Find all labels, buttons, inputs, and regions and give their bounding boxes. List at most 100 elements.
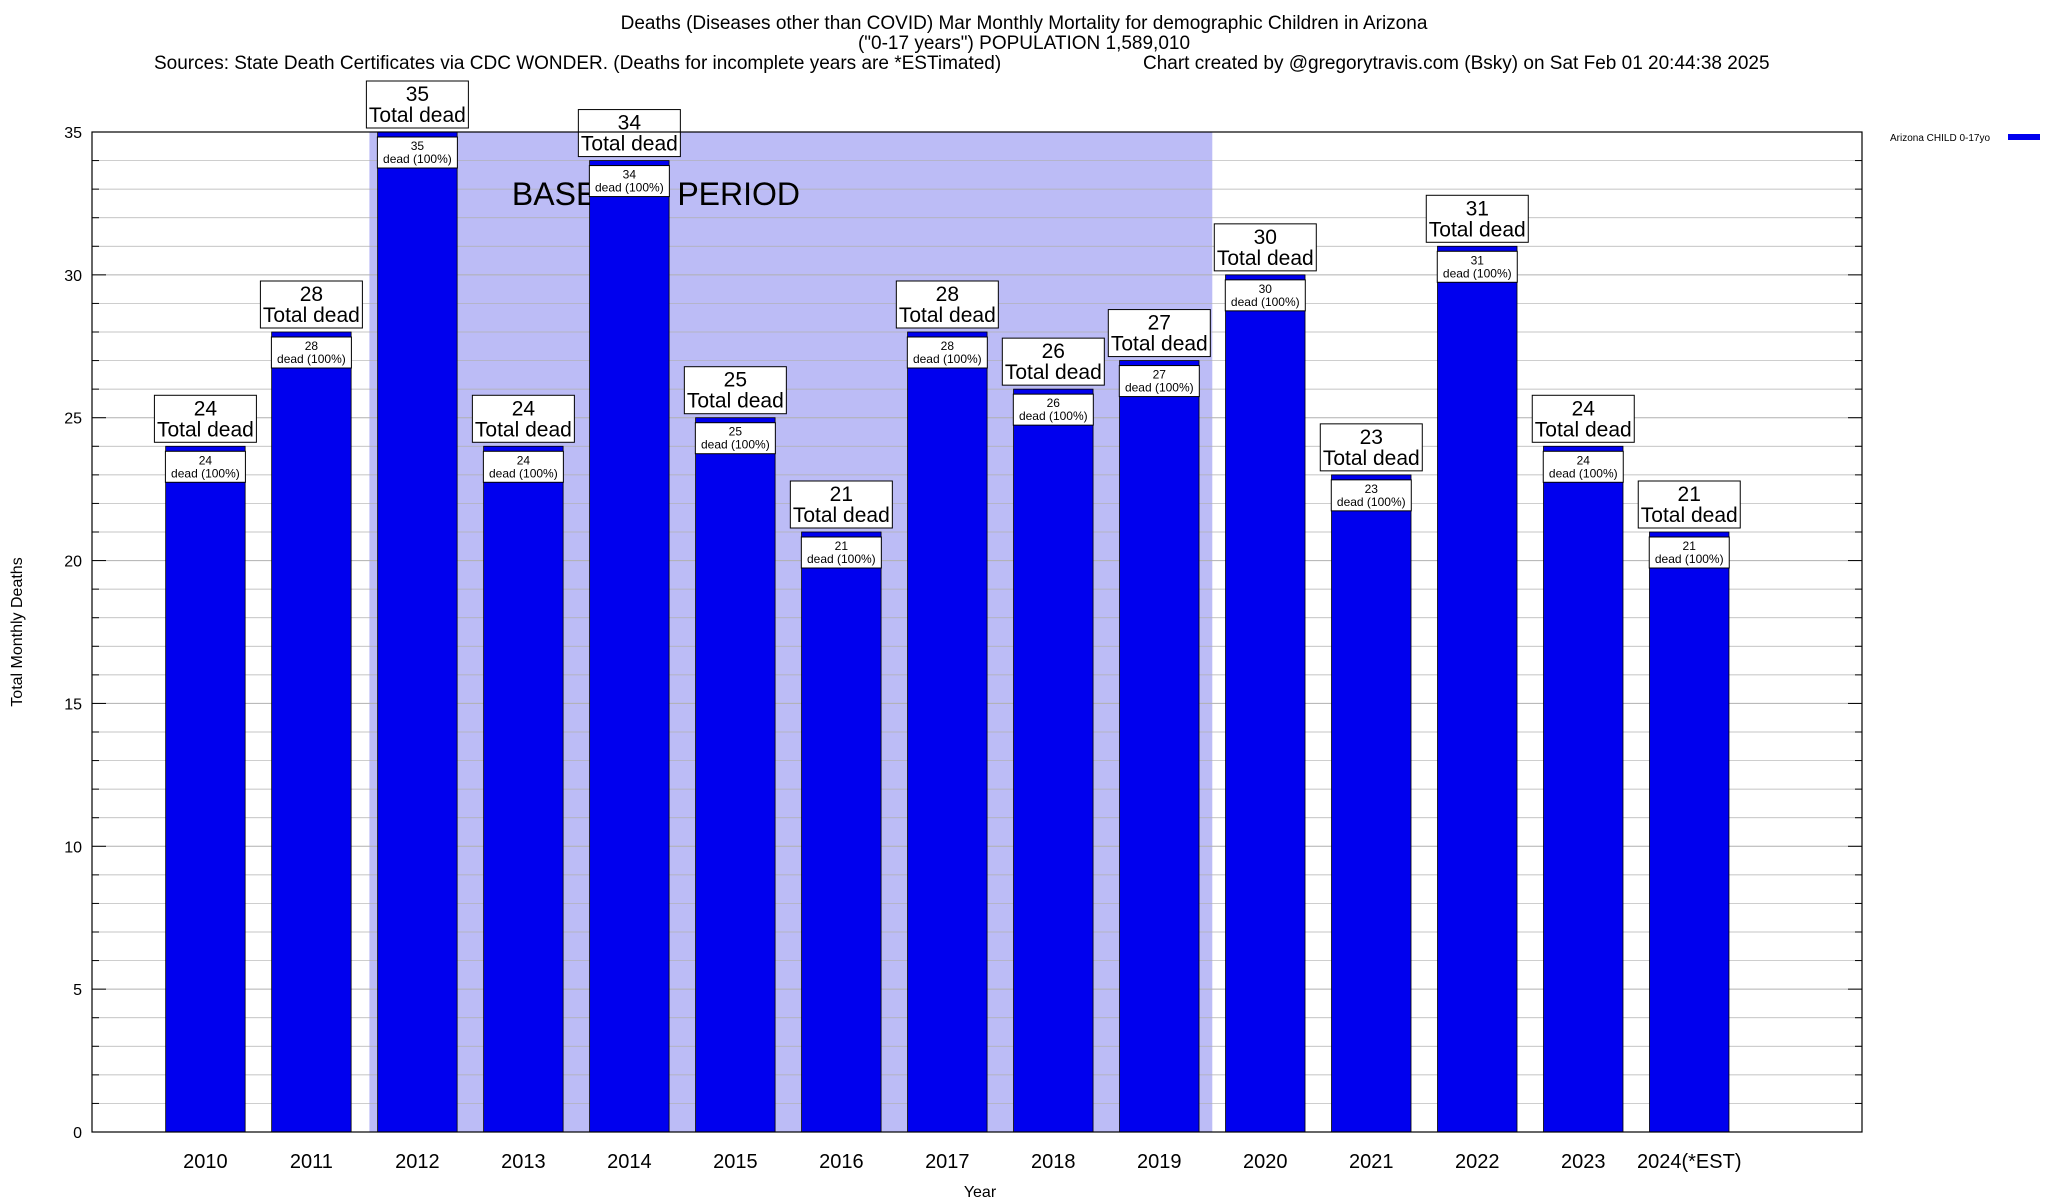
bar-inner-label-box <box>164 450 246 483</box>
x-tick-label: 2018 <box>1031 1151 1076 1173</box>
bar-inner-label: dead (100%) <box>807 552 876 566</box>
x-axis-title: Year <box>964 1184 997 1200</box>
bar-top-label: Total dead <box>687 390 784 413</box>
bar-inner-value: 24 <box>199 453 213 467</box>
bar-top-value: 21 <box>830 483 853 506</box>
y-tick-label: 25 <box>64 411 82 428</box>
bar <box>589 160 670 1133</box>
bar-top-label-box <box>471 394 575 443</box>
bar-top-label-box <box>259 280 363 329</box>
bar-inner-value: 28 <box>305 339 319 353</box>
bar <box>1649 531 1730 1133</box>
bar <box>165 445 246 1133</box>
bar-inner-value: 23 <box>1365 482 1379 496</box>
bar <box>1119 360 1200 1133</box>
bar-top-label-box <box>895 280 999 329</box>
bar-top-label-box <box>1637 480 1741 529</box>
bar-top-label: Total dead <box>1429 218 1526 241</box>
bar <box>271 331 352 1133</box>
bar-inner-label-box <box>1224 279 1306 312</box>
bar-inner-label-box <box>1118 365 1200 398</box>
bar-inner-label-box <box>1436 250 1518 283</box>
bar-top-value: 28 <box>300 283 323 306</box>
bar <box>1543 445 1624 1133</box>
bar-inner-label: dead (100%) <box>1337 495 1406 509</box>
bar-inner-label: dead (100%) <box>383 152 452 166</box>
y-tick-label: 5 <box>73 982 82 999</box>
bar-top-value: 25 <box>724 369 747 392</box>
y-tick-label: 30 <box>64 268 82 285</box>
x-tick-label: 2017 <box>925 1151 970 1173</box>
chart-sources: Sources: State Death Certificates via CD… <box>154 53 1002 74</box>
bar <box>907 331 988 1133</box>
bar-top-value: 31 <box>1466 197 1489 220</box>
bar <box>1437 245 1518 1133</box>
bar-top-value: 34 <box>618 112 642 135</box>
x-tick-label: 2019 <box>1137 1151 1182 1173</box>
bar-top-label: Total dead <box>157 418 254 441</box>
bar-top-label: Total dead <box>899 304 996 327</box>
legend-swatch <box>2008 134 2040 140</box>
bar-inner-label-box <box>1012 393 1094 426</box>
bar-top-label: Total dead <box>581 133 678 156</box>
chart-subtitle: ("0-17 years") POPULATION 1,589,010 <box>857 33 1191 54</box>
bar-top-label: Total dead <box>1111 333 1208 356</box>
bar-top-value: 26 <box>1042 340 1065 363</box>
bar-top-label: Total dead <box>1217 247 1314 270</box>
bar <box>483 445 564 1133</box>
bar-inner-label: dead (100%) <box>489 466 558 480</box>
bar-inner-label: dead (100%) <box>1655 552 1724 566</box>
bar-top-value: 28 <box>936 283 959 306</box>
bar-inner-label-box <box>588 165 670 198</box>
bar-top-label: Total dead <box>1535 418 1632 441</box>
bar-top-label: Total dead <box>369 104 466 127</box>
y-tick-label: 0 <box>73 1125 82 1142</box>
x-tick-label: 2014 <box>607 1151 652 1173</box>
bar-top-value: 27 <box>1148 312 1171 335</box>
y-tick-label: 35 <box>64 125 82 142</box>
bar-top-label: Total dead <box>1005 361 1102 384</box>
bar-inner-value: 26 <box>1047 396 1061 410</box>
bar <box>377 131 458 1133</box>
plot-frame <box>91 131 1863 1133</box>
bar-inner-label: dead (100%) <box>1443 266 1512 280</box>
bar-inner-label-box <box>906 336 988 369</box>
bar-top-label: Total dead <box>1323 447 1420 470</box>
bar-inner-label: dead (100%) <box>171 466 240 480</box>
y-tick-label: 15 <box>64 696 82 713</box>
bar-inner-value: 25 <box>729 425 743 439</box>
bar-top-label-box <box>1107 309 1211 358</box>
bar-inner-label-box <box>270 336 352 369</box>
bar-inner-label: dead (100%) <box>1231 295 1300 309</box>
bar-top-label-box <box>683 366 787 415</box>
x-tick-label: 2016 <box>819 1151 864 1173</box>
bar-inner-value: 21 <box>835 539 849 553</box>
x-tick-label: 2010 <box>183 1151 228 1173</box>
y-tick-label: 10 <box>64 839 82 856</box>
x-tick-label: 2023 <box>1561 1151 1606 1173</box>
bar-inner-label: dead (100%) <box>595 181 664 195</box>
bar-inner-label-box <box>376 136 458 169</box>
bar-inner-value: 28 <box>941 339 955 353</box>
chart-credit: Chart created by @gregorytravis.com (Bsk… <box>1143 53 1770 74</box>
bar-inner-label: dead (100%) <box>277 352 346 366</box>
x-tick-label: 2022 <box>1455 1151 1500 1173</box>
bar-inner-label-box <box>482 450 564 483</box>
bar-inner-value: 27 <box>1153 368 1167 382</box>
bar-top-value: 23 <box>1360 426 1383 449</box>
bar <box>1331 474 1412 1133</box>
x-tick-label: 2024(*EST) <box>1637 1151 1742 1173</box>
bar-inner-value: 21 <box>1683 539 1697 553</box>
bar-inner-label: dead (100%) <box>913 352 982 366</box>
legend-label: Arizona CHILD 0-17yo <box>1890 133 1990 144</box>
y-axis-title: Total Monthly Deaths <box>9 557 26 706</box>
bar-top-label-box <box>789 480 893 529</box>
bar-top-value: 24 <box>194 397 218 420</box>
x-tick-label: 2013 <box>501 1151 546 1173</box>
bar-top-label-box <box>1001 337 1105 386</box>
bar-top-value: 24 <box>1572 397 1596 420</box>
bar-inner-value: 35 <box>411 139 425 153</box>
bar-top-label-box <box>365 80 469 129</box>
y-tick-label: 20 <box>64 554 82 571</box>
